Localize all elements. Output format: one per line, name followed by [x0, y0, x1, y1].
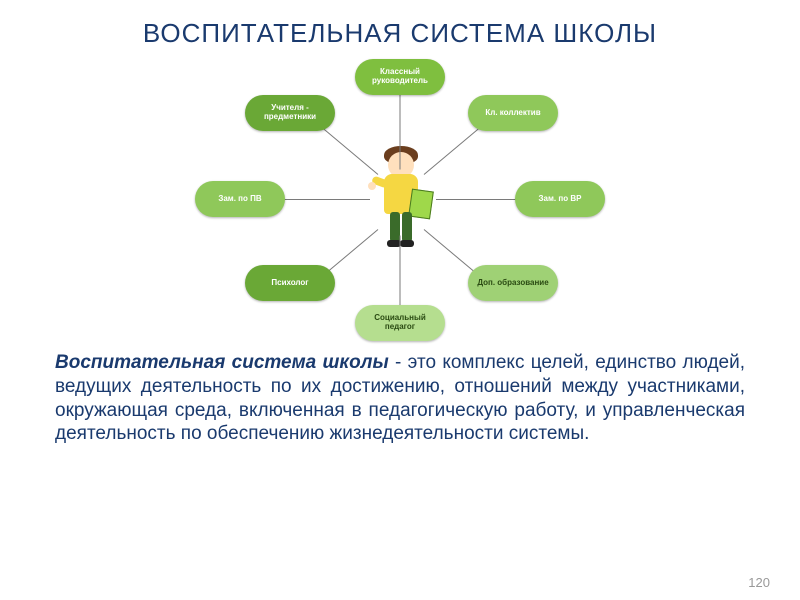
diagram-node: Зам. по ПВ	[195, 181, 285, 217]
radial-diagram: Классный руководитель Учителя - предметни…	[190, 59, 610, 339]
connector-line	[400, 92, 401, 170]
diagram-node: Кл. коллектив	[468, 95, 558, 131]
page-title: ВОСПИТАТЕЛЬНАЯ СИСТЕМА ШКОЛЫ	[0, 0, 800, 49]
diagram-node: Социальный педагог	[355, 305, 445, 341]
connector-line	[400, 236, 401, 310]
connector-line	[436, 199, 521, 200]
page-number: 120	[748, 575, 770, 590]
diagram-node: Учителя - предметники	[245, 95, 335, 131]
connector-line	[280, 199, 370, 200]
diagram-node: Психолог	[245, 265, 335, 301]
diagram-node: Доп. образование	[468, 265, 558, 301]
definition-paragraph: Воспитательная система школы - это компл…	[0, 339, 800, 446]
diagram-node: Зам. по ВР	[515, 181, 605, 217]
definition-lead: Воспитательная система школы	[55, 352, 389, 373]
diagram-node: Классный руководитель	[355, 59, 445, 95]
